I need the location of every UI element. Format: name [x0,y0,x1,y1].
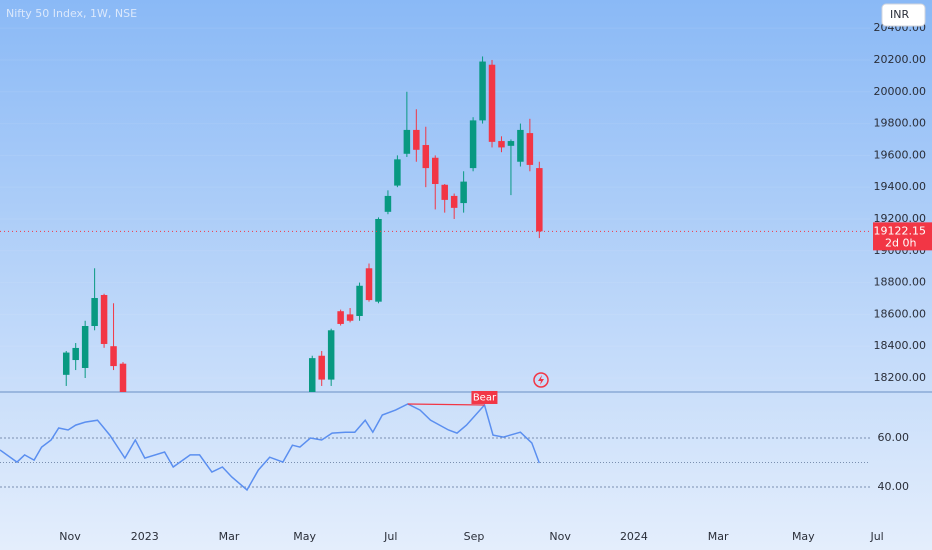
y-tick-label: 19400.00 [874,180,927,193]
candle-body [507,141,515,146]
candle-body [356,285,363,316]
y-tick-label: 18600.00 [874,307,927,320]
y-tick-label: 18400.00 [874,339,927,352]
divergence-line [407,403,485,406]
candle-body [422,145,430,169]
candle-body [469,120,477,169]
candle-body [100,294,108,344]
candle-body [110,346,117,367]
annotation-badge [471,390,498,404]
candle-body [384,195,392,212]
candle-body [337,311,344,324]
y-tick-label: 19200.00 [874,212,927,225]
x-tick-label: Sep [464,530,485,543]
candle-body [479,61,486,121]
candle-body [91,298,98,327]
y-tick-label: 18800.00 [874,276,927,289]
candle-body [488,64,496,142]
x-tick-label: May [792,530,815,543]
last-price-label: 19122.15 [874,224,927,237]
x-tick-label: May [293,530,316,543]
y-tick-label: 20200.00 [874,53,927,66]
x-tick-label: Jul [383,530,397,543]
candle-body [318,355,325,380]
y-tick-label: 60.00 [878,431,910,444]
axes: 18200.0018400.0018600.0018800.0019000.00… [59,21,932,543]
y-tick-label: 40.00 [878,480,910,493]
candle-body [526,133,534,165]
price-pane [0,27,870,392]
candle-body [403,129,411,154]
candle-body [498,141,505,148]
candle-body [62,352,70,375]
candle-body [308,358,316,392]
last-price-countdown: 2d 0h [885,236,916,249]
x-tick-label: Nov [549,530,571,543]
y-tick-label: 19600.00 [874,148,927,161]
chart-title: Nifty 50 Index, 1W, NSE [6,7,137,20]
last-price-badge [873,222,932,251]
candle-body [365,268,373,301]
candle-body [346,314,354,321]
candle-body [431,157,439,184]
x-tick-label: 2024 [620,530,648,543]
x-tick-label: Jul [869,530,883,543]
rsi-line [0,403,541,492]
y-tick-label: 20000.00 [874,85,927,98]
y-tick-label: 19800.00 [874,117,927,130]
candle-body [413,129,420,150]
annotation-label: Bear [473,392,497,403]
candle-body [441,184,448,200]
x-tick-label: 2023 [131,530,159,543]
candle-body [72,347,79,361]
candle-body [327,330,335,380]
currency-button[interactable] [881,3,926,27]
candle-body [394,159,401,186]
candle-body [460,181,467,204]
candle-body [81,326,89,368]
currency-label[interactable]: INR [890,8,909,21]
candle-body [375,218,382,302]
candle-body [517,129,524,162]
candle-body [536,168,543,232]
x-tick-label: Mar [219,530,240,543]
candle-body [450,195,458,208]
x-tick-label: Mar [708,530,729,543]
rsi-pane [0,403,870,492]
alert-icon[interactable] [533,372,549,388]
candle-body [119,363,127,392]
x-tick-label: Nov [59,530,81,543]
y-tick-label: 18200.00 [874,371,927,384]
